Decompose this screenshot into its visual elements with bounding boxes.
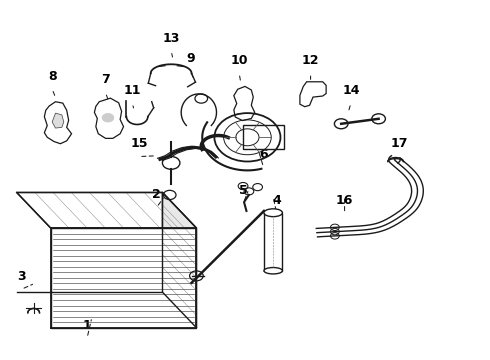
Text: 12: 12 — [302, 54, 319, 67]
Text: 5: 5 — [239, 184, 248, 197]
Polygon shape — [95, 98, 123, 138]
Text: 13: 13 — [163, 32, 180, 45]
Polygon shape — [234, 86, 255, 121]
Text: 10: 10 — [230, 54, 248, 67]
Text: 9: 9 — [186, 52, 195, 65]
Circle shape — [102, 113, 114, 122]
Text: 8: 8 — [48, 70, 56, 83]
Text: 15: 15 — [130, 138, 148, 150]
Text: 14: 14 — [342, 84, 360, 97]
Polygon shape — [50, 228, 196, 328]
Text: 1: 1 — [83, 319, 92, 332]
Text: 6: 6 — [259, 148, 268, 161]
Text: 4: 4 — [272, 194, 281, 207]
Text: 2: 2 — [152, 188, 161, 201]
Text: 7: 7 — [101, 73, 110, 86]
FancyBboxPatch shape — [243, 125, 284, 149]
Ellipse shape — [264, 209, 282, 217]
Text: 3: 3 — [17, 270, 26, 283]
Text: 11: 11 — [123, 84, 141, 97]
Ellipse shape — [264, 267, 282, 274]
FancyBboxPatch shape — [264, 213, 282, 271]
Polygon shape — [162, 193, 196, 328]
Polygon shape — [52, 113, 64, 128]
Text: 17: 17 — [391, 138, 408, 150]
Polygon shape — [300, 82, 326, 107]
Text: 16: 16 — [336, 194, 353, 207]
Polygon shape — [17, 193, 196, 228]
Polygon shape — [45, 102, 72, 144]
